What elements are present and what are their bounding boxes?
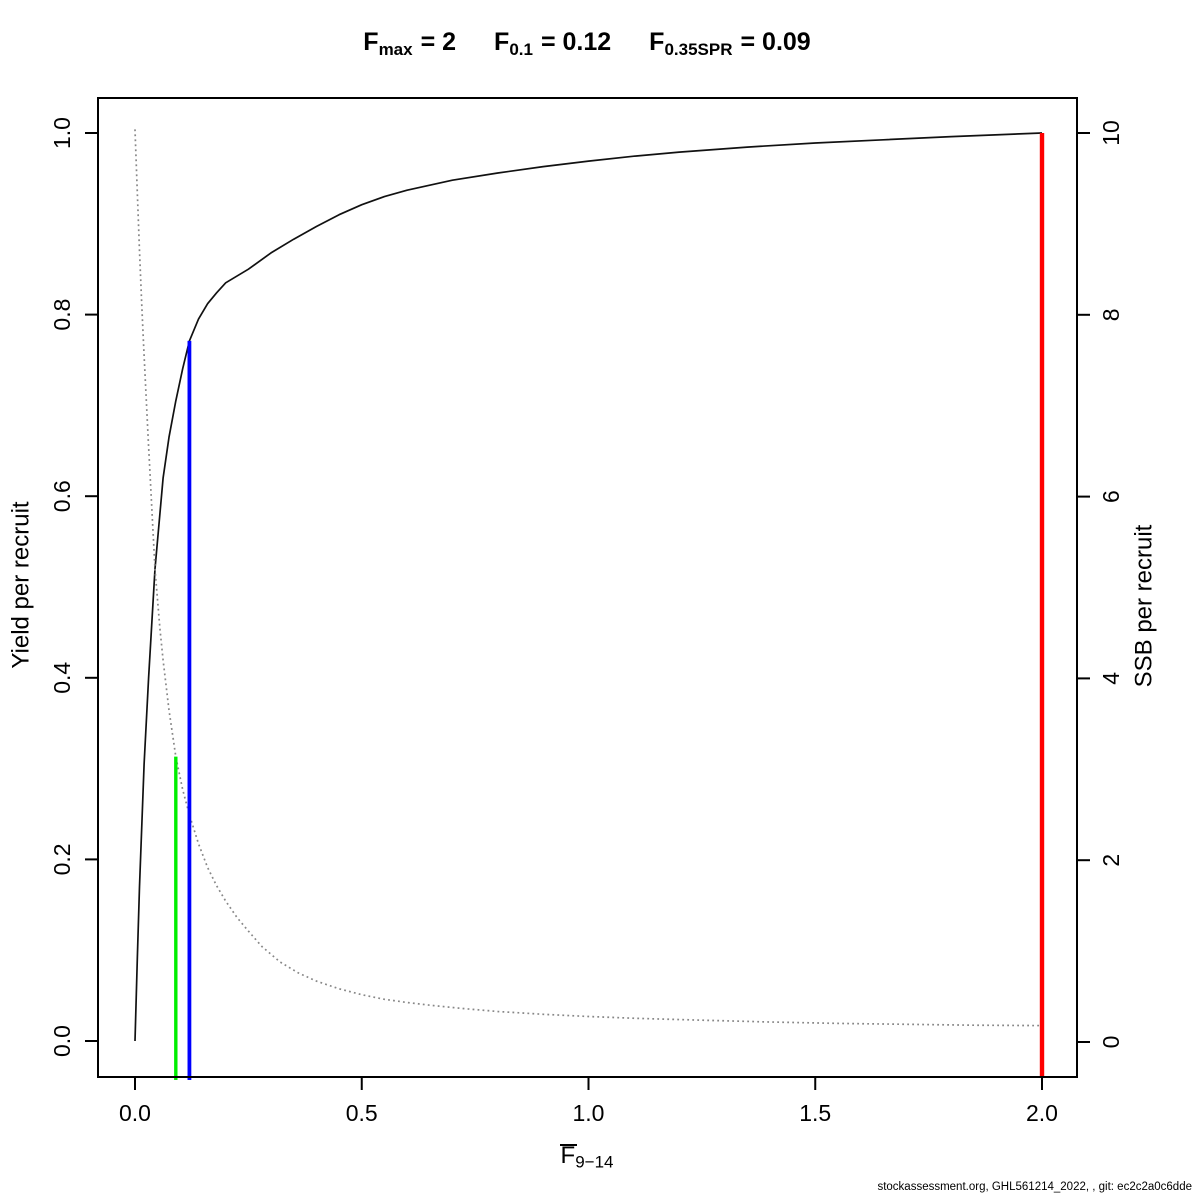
plot-generated-content: 0.0 0.2 0.4 0.6 0.8 1.0 0 2 4 6 8 10 0.0 0.5 1.0 1.5 2.0 xyxy=(49,97,1124,1126)
y-left-tick-label: 0.8 xyxy=(49,299,75,331)
x-tick-label: 2.0 xyxy=(1026,1100,1058,1126)
x-tick-label: 0.5 xyxy=(346,1100,378,1126)
footer-attribution: stockassessment.org, GHL561214_2022, , g… xyxy=(877,1181,1192,1193)
y-left-tick-label: 0.0 xyxy=(49,1025,75,1057)
y-left-tick-label: 0.2 xyxy=(49,843,75,875)
x-tick-label: 1.0 xyxy=(573,1100,605,1126)
y-right-tick-label: 6 xyxy=(1098,490,1124,503)
x-axis-label: F9−14 xyxy=(559,1142,614,1172)
y-right-axis-label: SSB per recruit xyxy=(1130,524,1157,687)
x-tick-label: 1.5 xyxy=(799,1100,831,1126)
plot-title: Fmax = 2 F0.1 = 0.12 F0.35SPR = 0.09 xyxy=(0,28,1174,60)
title-term-f01: F0.1 = 0.12 xyxy=(494,28,612,59)
title-term-f035spr: F0.35SPR = 0.09 xyxy=(649,28,811,59)
fbar-overline xyxy=(559,1144,578,1146)
title-term-fmax: Fmax = 2 xyxy=(363,28,457,59)
y-left-tick-label: 0.6 xyxy=(49,480,75,512)
y-left-tick-label: 0.4 xyxy=(49,662,75,694)
yield-per-recruit-curve xyxy=(134,132,1043,1042)
y-right-tick-label: 8 xyxy=(1098,308,1124,321)
y-right-tick-label: 10 xyxy=(1098,120,1124,146)
fbar-symbol: F xyxy=(559,1142,578,1169)
x-tick-label: 0.0 xyxy=(119,1100,151,1126)
ssb-per-recruit-curve xyxy=(134,129,1043,1027)
y-right-tick-label: 2 xyxy=(1098,854,1124,867)
y-right-tick-label: 0 xyxy=(1098,1036,1124,1049)
y-left-axis-label: Yield per recruit xyxy=(7,501,34,669)
plot-border xyxy=(97,97,1078,1078)
y-right-tick-label: 4 xyxy=(1098,672,1124,685)
y-left-tick-label: 1.0 xyxy=(49,117,75,149)
